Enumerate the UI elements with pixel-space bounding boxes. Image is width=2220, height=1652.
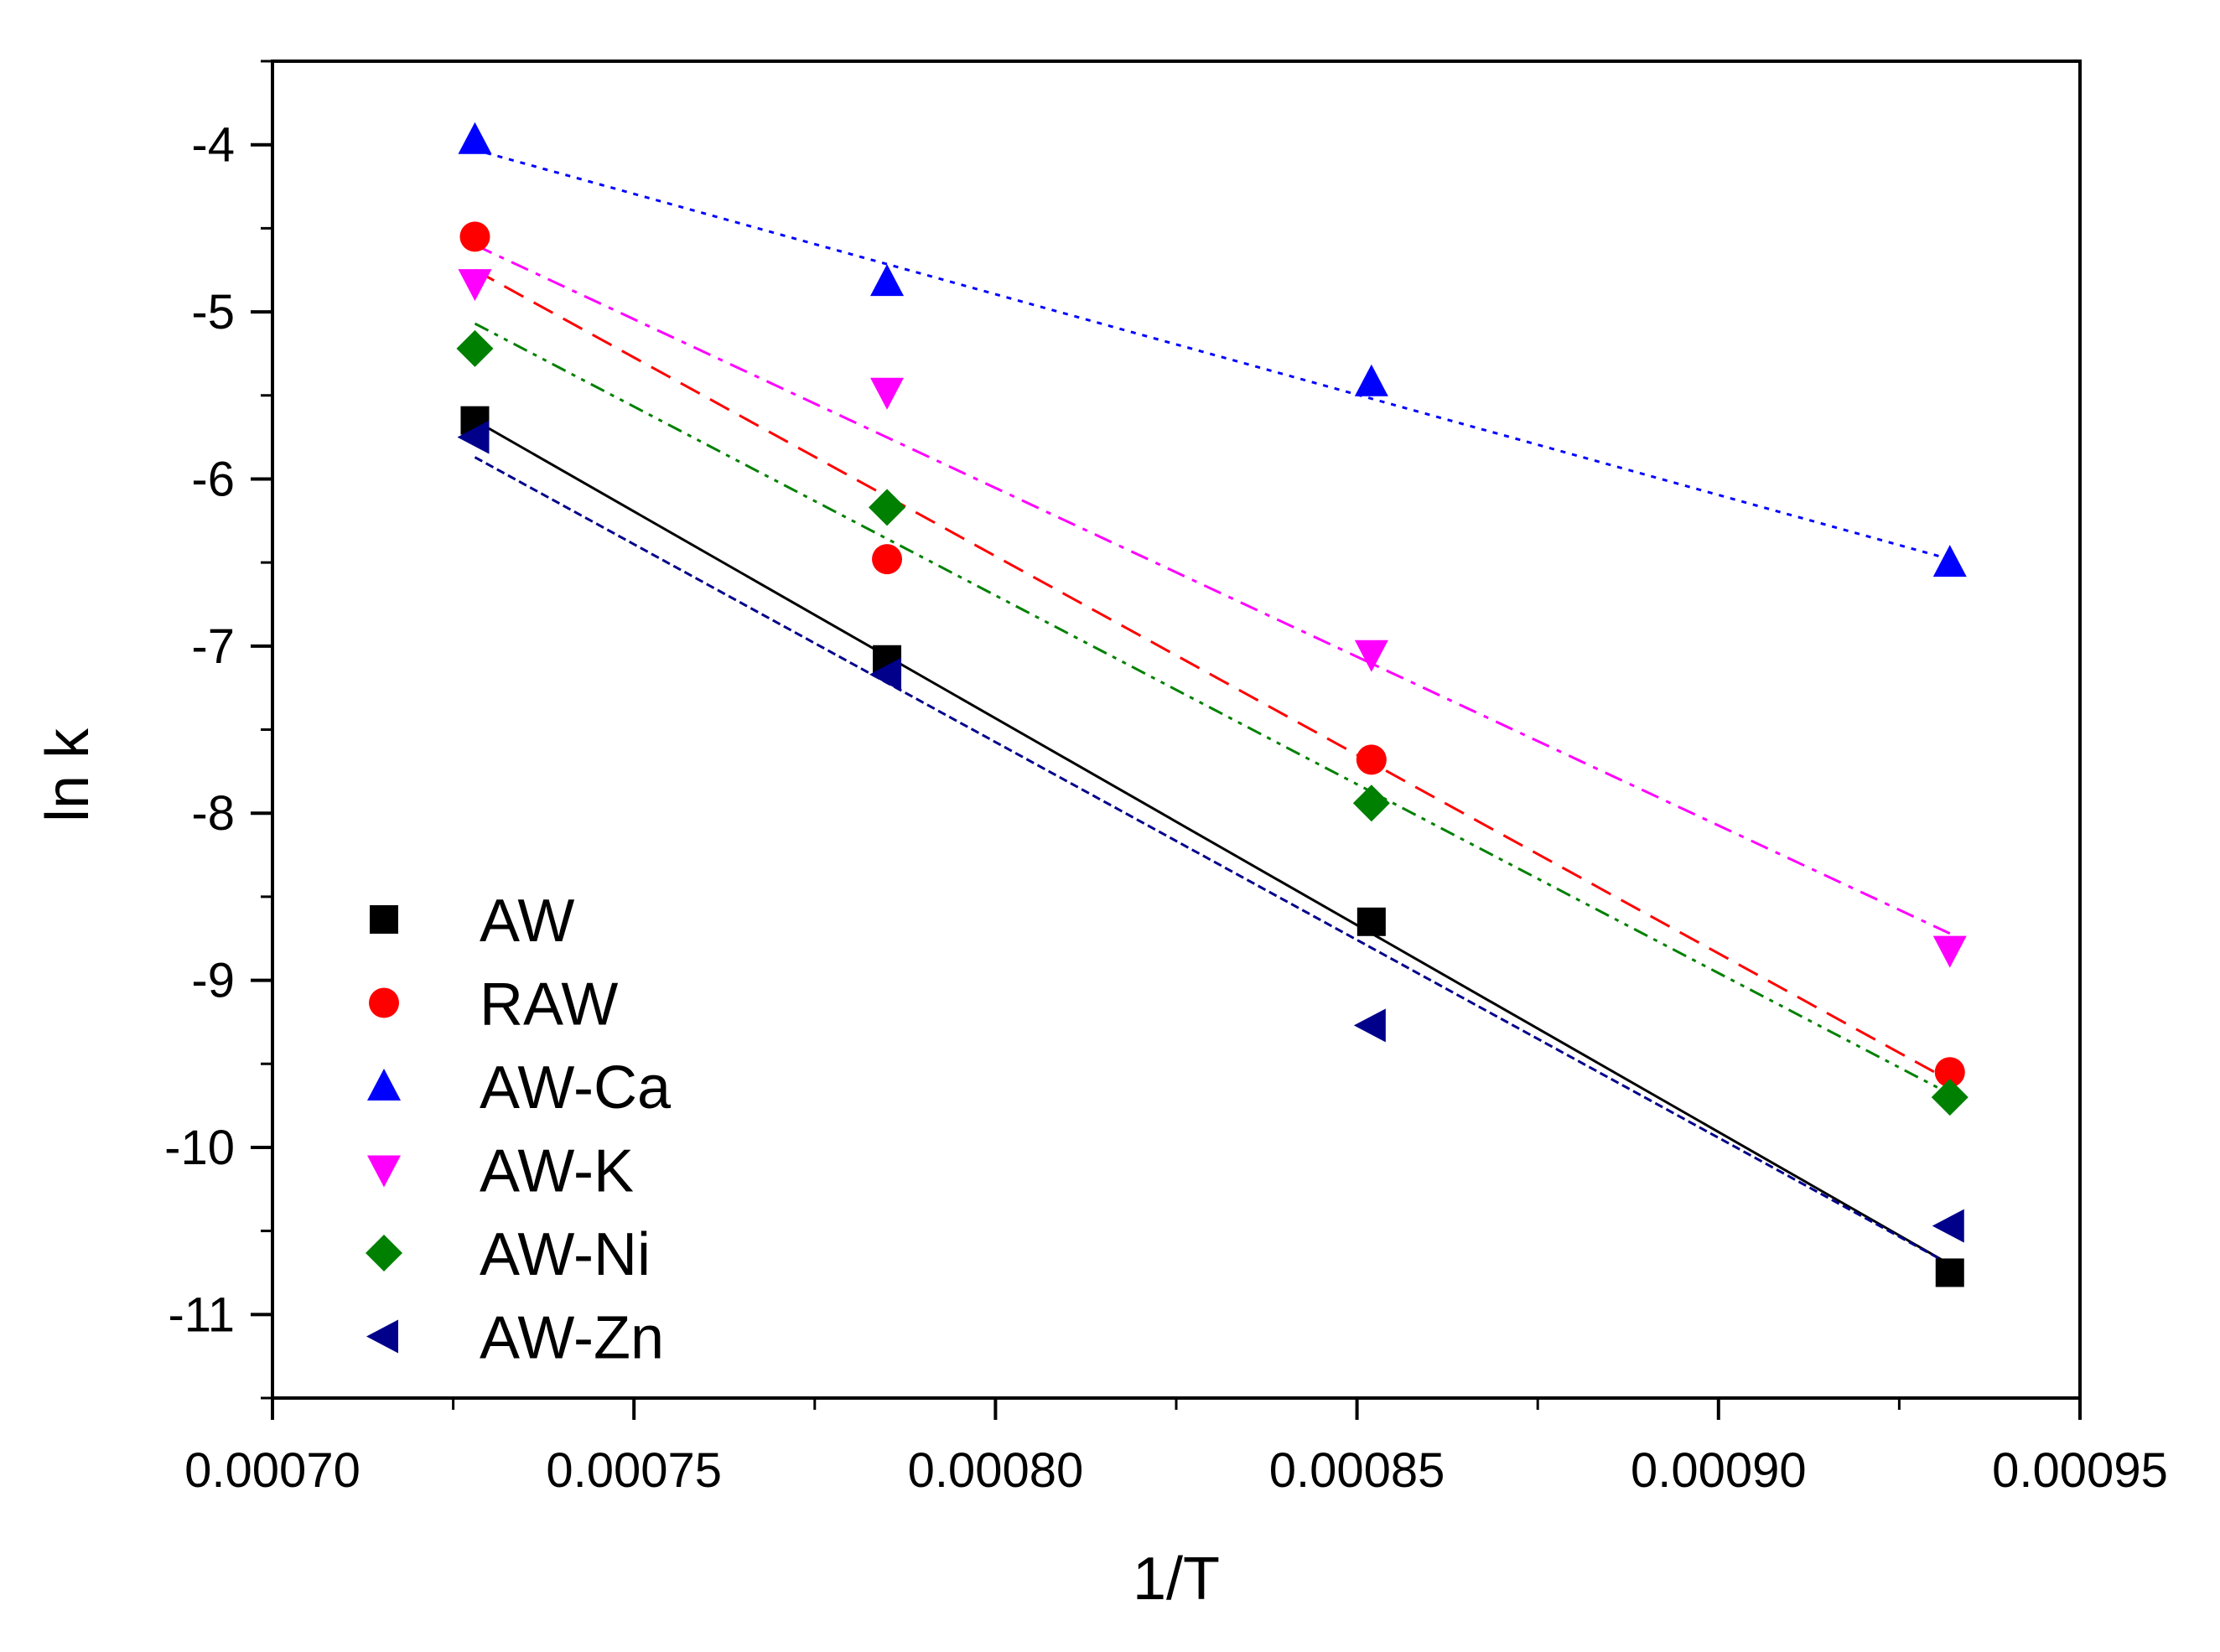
y-tick-label: -10 [164, 1121, 235, 1175]
point-raw [872, 544, 903, 575]
x-axis: 0.00070 0.00075 0.00080 0.00085 0.00090 0.000… [184, 1398, 2168, 1498]
legend-label-aw: AW [480, 888, 574, 955]
y-tick-label: -7 [191, 619, 235, 674]
legend-marker-aw-ca [367, 1069, 401, 1100]
point-raw [459, 221, 490, 252]
point-aw-k [1354, 640, 1388, 672]
x-tick-label: 0.00085 [1269, 1443, 1445, 1498]
y-axis-title: ln k [34, 728, 101, 822]
y-tick-label: -11 [168, 1287, 235, 1342]
data-points [456, 122, 1968, 1287]
point-aw-ca [1932, 545, 1967, 577]
y-tick-label: -5 [191, 285, 235, 339]
point-aw-zn [869, 657, 902, 691]
fit-line-aw-ca [475, 148, 1951, 561]
y-tick-label: -8 [191, 786, 235, 841]
fit-line-raw [474, 268, 1951, 1082]
point-aw-zn [1353, 1008, 1386, 1043]
legend-label-raw: RAW [480, 971, 618, 1038]
fit-line-aw-k [474, 243, 1951, 935]
fit-lines [474, 148, 1951, 1266]
legend-label-aw-ca: AW-Ca [480, 1054, 672, 1121]
legend-label-aw-k: AW-K [480, 1138, 634, 1205]
point-raw [1934, 1057, 1965, 1088]
point-aw-ni [869, 489, 906, 526]
point-aw-zn [457, 420, 490, 454]
fit-line-aw-ni [474, 322, 1951, 1095]
y-axis: -11 -10 -9 -8 -7 -6 -5 -4 [164, 60, 272, 1400]
y-tick-label: -6 [191, 452, 235, 506]
point-aw-ni [1931, 1079, 1968, 1116]
legend-marker-aw-k [367, 1155, 401, 1188]
point-aw [1935, 1258, 1964, 1287]
point-aw-k [458, 269, 492, 302]
point-raw [1356, 744, 1387, 775]
legend-label-aw-zn: AW-Zn [480, 1305, 664, 1372]
x-tick-label: 0.00075 [546, 1443, 722, 1498]
x-tick-label: 0.00095 [1992, 1443, 2168, 1498]
legend: AW RAW AW-Ca AW-K AW-Ni AW-Zn [366, 888, 672, 1372]
legend-marker-aw-zn [366, 1319, 398, 1354]
point-aw-ca [458, 122, 492, 154]
point-aw-zn [1932, 1209, 1964, 1243]
fit-line-aw [474, 419, 1951, 1266]
legend-marker-aw [370, 905, 398, 934]
y-tick-label: -4 [191, 118, 235, 173]
point-aw [1356, 907, 1386, 936]
legend-label-aw-ni: AW-Ni [480, 1221, 651, 1288]
point-aw-k [870, 377, 905, 410]
fit-line-aw-zn [474, 456, 1951, 1266]
point-aw-k [1932, 935, 1967, 968]
point-aw-ni [456, 329, 494, 367]
legend-marker-raw [369, 987, 399, 1018]
x-axis-title: 1/T [1133, 1546, 1220, 1613]
legend-marker-aw-ni [366, 1235, 402, 1271]
y-tick-label: -9 [191, 954, 235, 1008]
x-tick-label: 0.00080 [908, 1443, 1084, 1498]
point-aw-ca [870, 264, 905, 297]
x-tick-label: 0.00090 [1631, 1443, 1807, 1498]
point-aw-ca [1354, 364, 1388, 396]
point-aw-ni [1352, 785, 1390, 822]
x-tick-label: 0.00070 [184, 1443, 360, 1498]
